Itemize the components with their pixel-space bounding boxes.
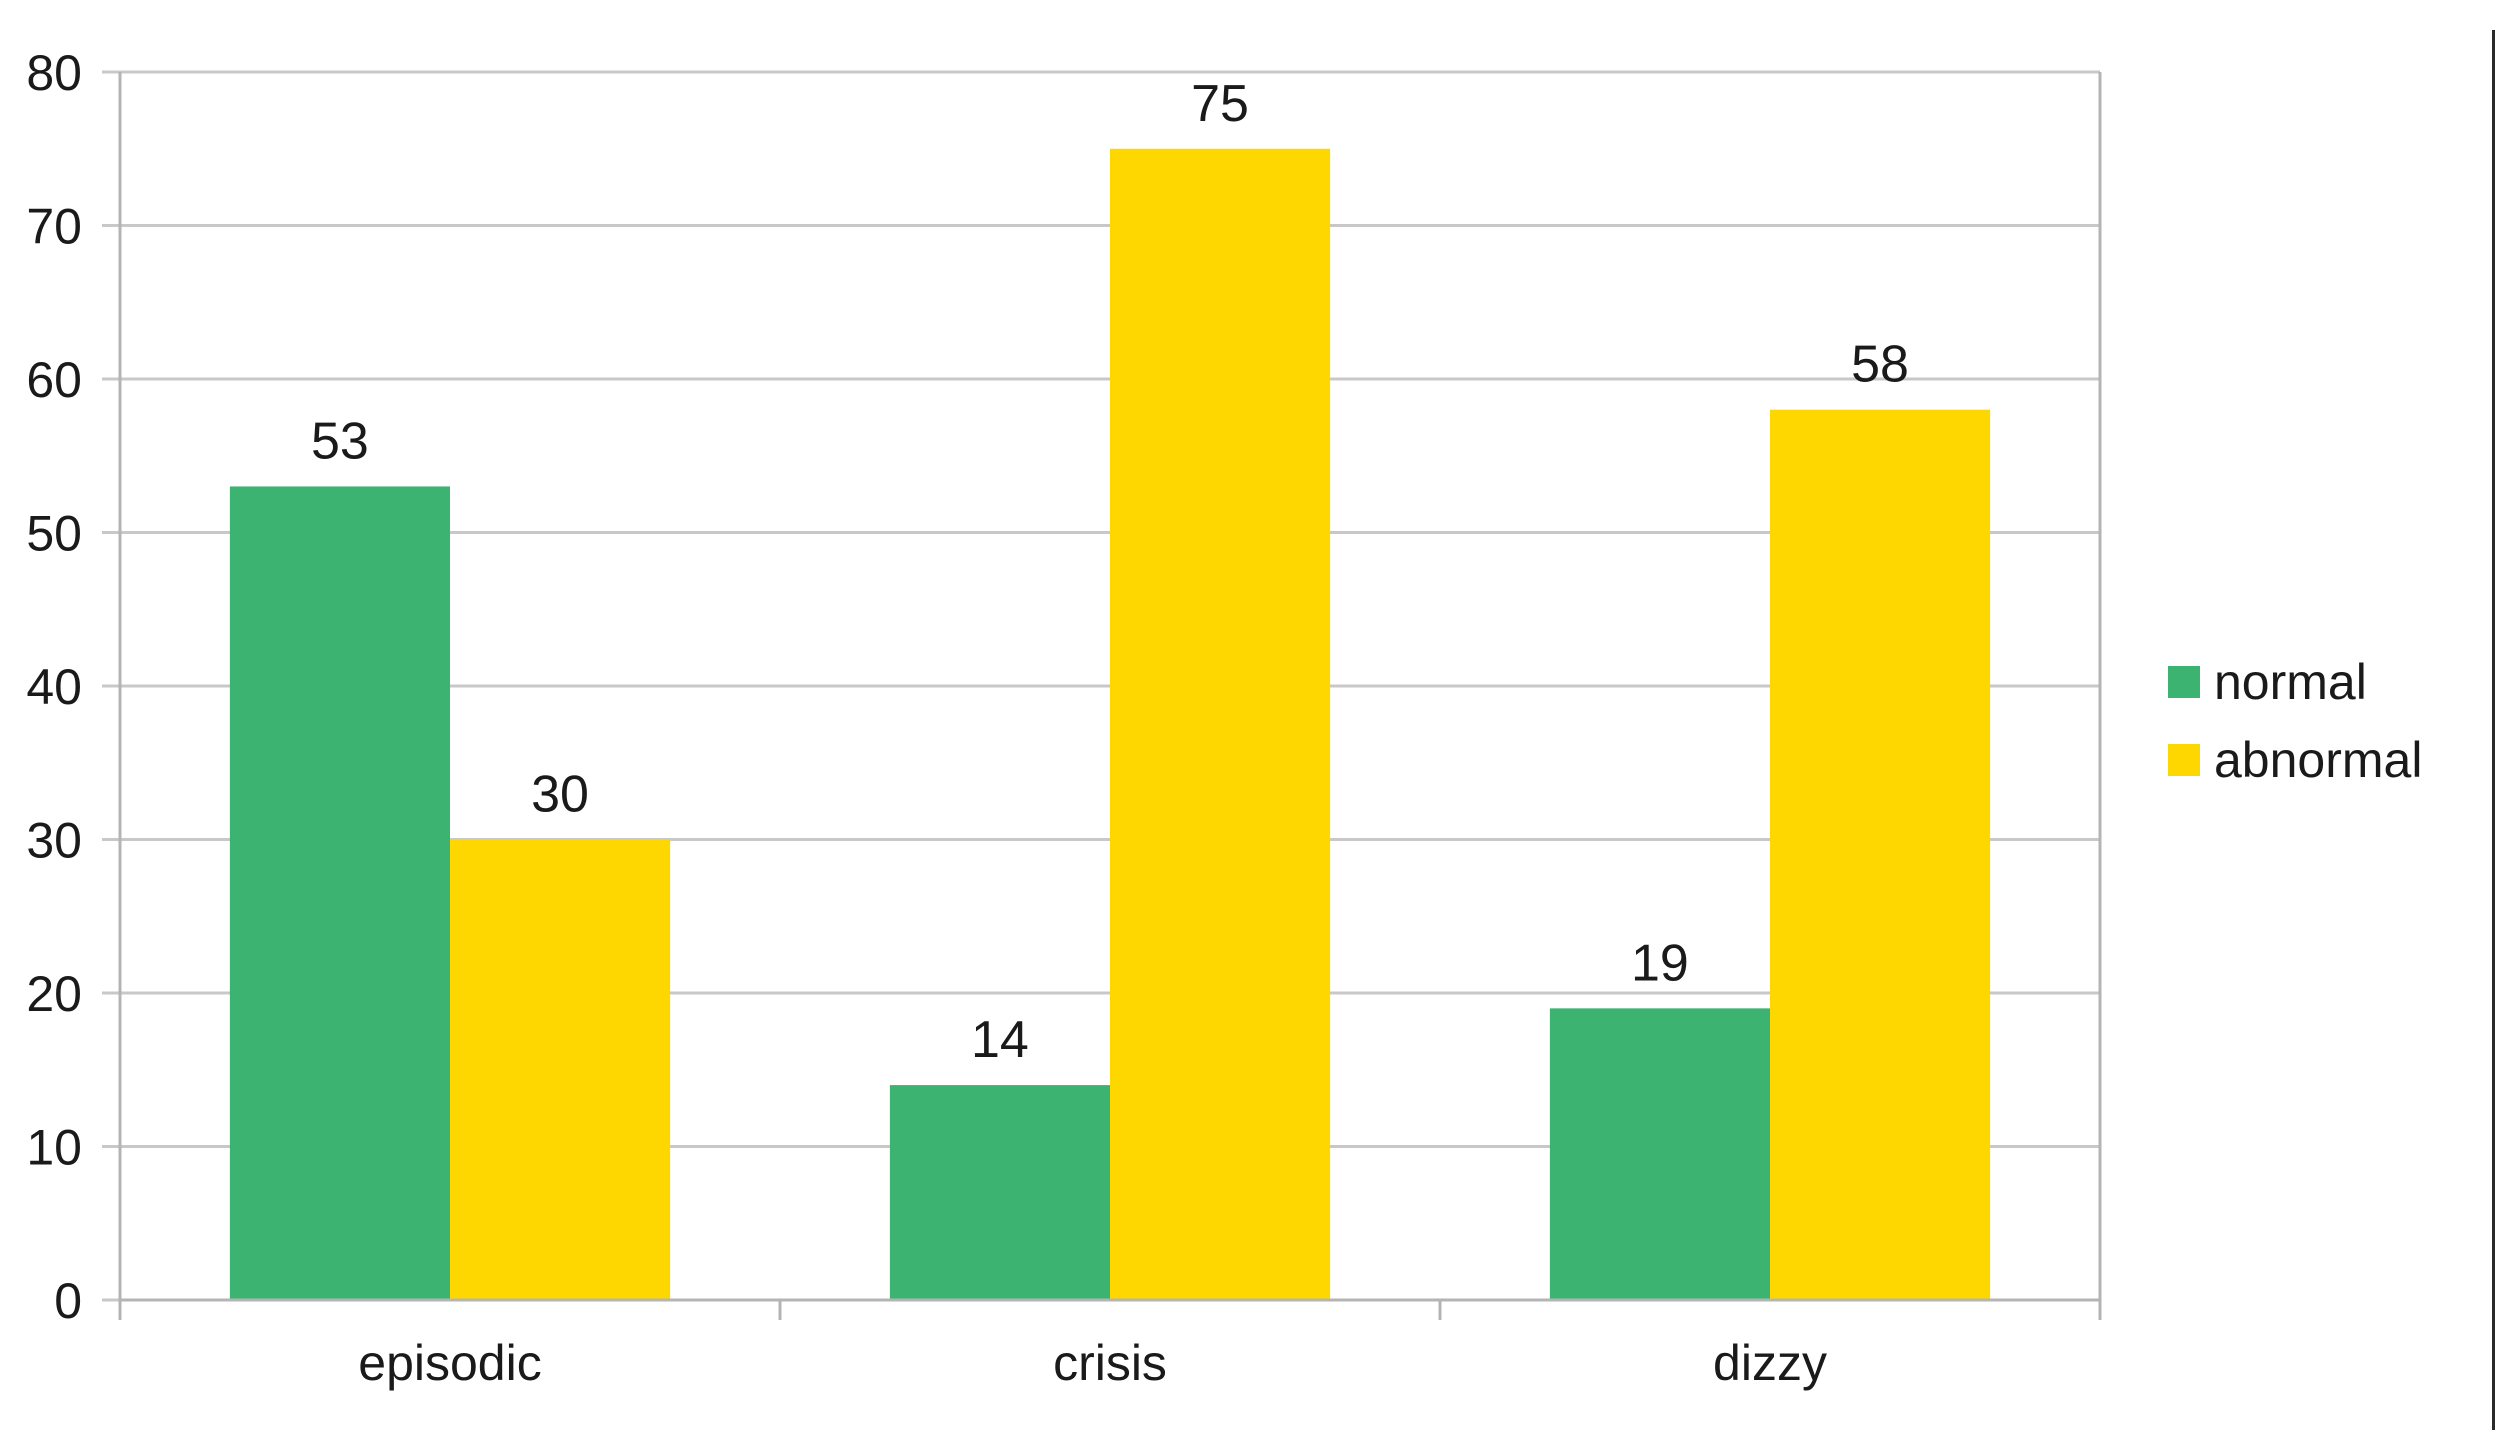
y-tick-label-40: 40 xyxy=(26,659,82,715)
x-tick-label-episodic: episodic xyxy=(358,1335,541,1391)
y-tick-label-10: 10 xyxy=(26,1120,82,1176)
data-label-normal-dizzy: 19 xyxy=(1631,934,1689,992)
legend-label-abnormal: abnormal xyxy=(2214,732,2422,788)
bar-normal-dizzy xyxy=(1549,1008,1770,1300)
data-label-normal-crisis: 14 xyxy=(971,1011,1029,1069)
data-label-normal-episodic: 53 xyxy=(311,412,369,470)
bar-abnormal-crisis xyxy=(1110,148,1331,1300)
data-labels: 53 30 14 75 19 58 xyxy=(311,75,1909,1069)
y-tick-label-70: 70 xyxy=(26,199,82,255)
legend: normal abnormal xyxy=(2168,654,2422,788)
bars xyxy=(229,148,1991,1300)
y-tick-label-60: 60 xyxy=(26,352,82,408)
bar-abnormal-episodic xyxy=(450,839,671,1300)
axes: 0 10 20 30 40 50 60 70 80 episodic crisis dizzy xyxy=(26,45,2102,1391)
x-tick-label-crisis: crisis xyxy=(1053,1335,1167,1391)
bar-normal-episodic xyxy=(229,486,450,1300)
data-label-abnormal-crisis: 75 xyxy=(1191,75,1249,133)
legend-swatch-abnormal xyxy=(2168,744,2200,776)
x-tick-label-dizzy: dizzy xyxy=(1713,1335,1827,1391)
y-tick-label-30: 30 xyxy=(26,813,82,869)
y-tick-label-50: 50 xyxy=(26,506,82,562)
y-tick-label-80: 80 xyxy=(26,45,82,101)
data-label-abnormal-episodic: 30 xyxy=(531,766,589,824)
y-tick-label-0: 0 xyxy=(54,1273,82,1329)
frame-edge xyxy=(2492,30,2495,1430)
bar-abnormal-dizzy xyxy=(1770,409,1991,1300)
legend-label-normal: normal xyxy=(2214,654,2367,710)
data-label-abnormal-dizzy: 58 xyxy=(1851,336,1909,394)
y-tick-label-20: 20 xyxy=(26,966,82,1022)
bar-normal-crisis xyxy=(889,1085,1110,1300)
legend-swatch-normal xyxy=(2168,666,2200,698)
